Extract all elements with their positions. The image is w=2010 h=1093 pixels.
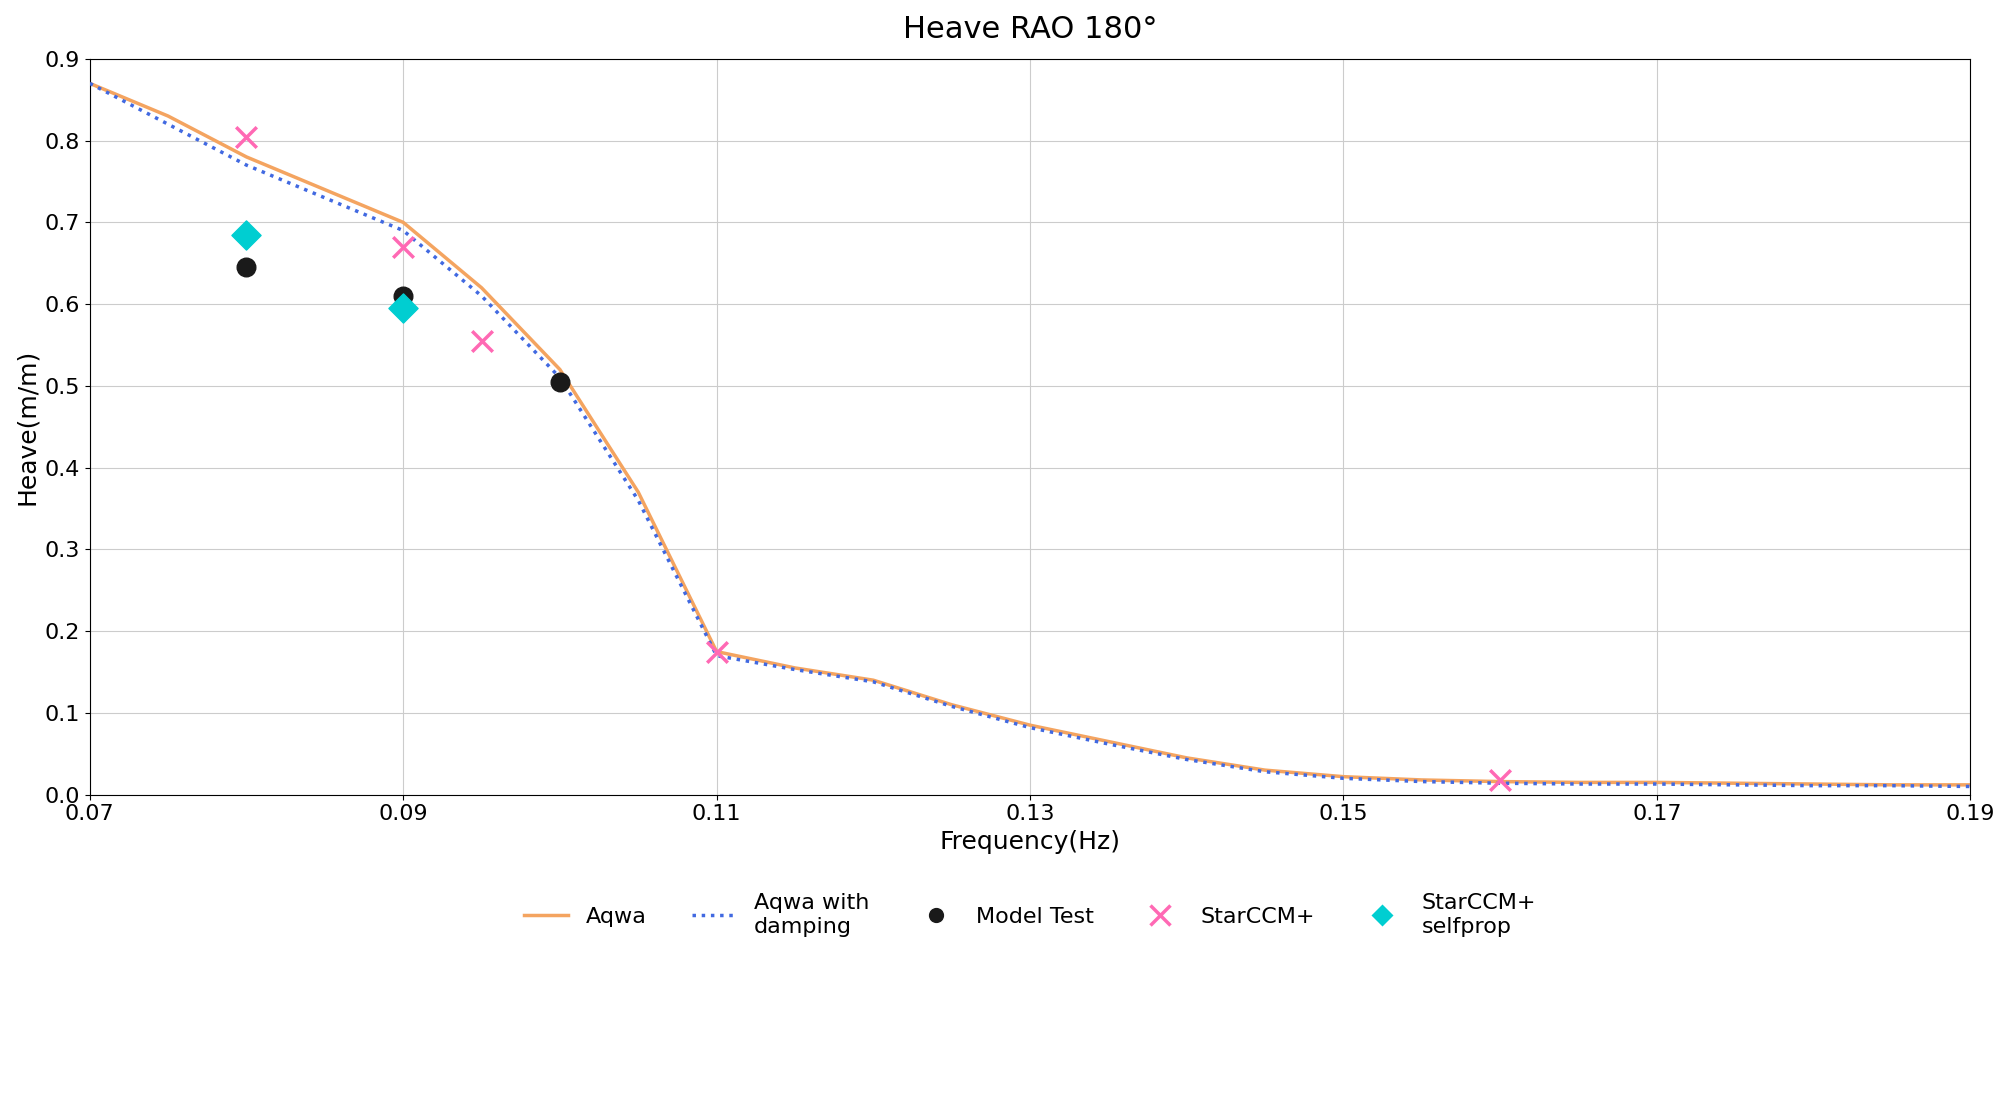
Point (545, 373, 577, 390)
Point (231, 226, 263, 244)
X-axis label: Frequency(Hz): Frequency(Hz) (939, 830, 1120, 854)
Point (388, 287, 420, 305)
Y-axis label: Heave(m/m): Heave(m/m) (14, 349, 38, 505)
Point (231, 128, 263, 145)
Title: Heave RAO 180°: Heave RAO 180° (902, 15, 1158, 44)
Point (388, 299, 420, 317)
Legend: Aqwa, Aqwa with
damping, Model Test, StarCCM+, StarCCM+
selfprop: Aqwa, Aqwa with damping, Model Test, Sta… (515, 884, 1546, 945)
Point (466, 332, 498, 350)
Point (388, 238, 420, 256)
Point (231, 259, 263, 277)
Point (701, 643, 734, 660)
Point (1483, 772, 1516, 789)
